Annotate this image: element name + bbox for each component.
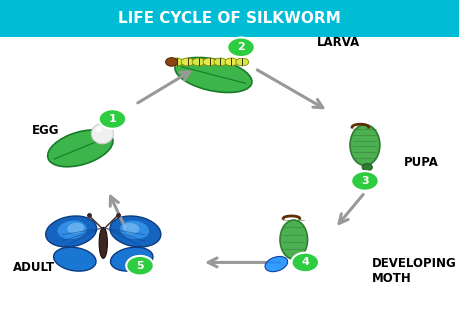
Text: LIFE CYCLE OF SILKWORM: LIFE CYCLE OF SILKWORM: [118, 11, 341, 26]
Bar: [0, 0, 459, 37]
Ellipse shape: [214, 58, 227, 66]
Text: 2: 2: [237, 42, 245, 52]
Ellipse shape: [280, 220, 308, 259]
Ellipse shape: [362, 164, 372, 171]
Ellipse shape: [95, 126, 102, 132]
Ellipse shape: [236, 58, 249, 66]
Ellipse shape: [181, 58, 194, 66]
Ellipse shape: [265, 257, 288, 272]
Ellipse shape: [170, 58, 183, 66]
Circle shape: [126, 256, 154, 275]
Ellipse shape: [122, 223, 139, 234]
Circle shape: [292, 253, 319, 272]
Ellipse shape: [57, 221, 87, 239]
Text: 3: 3: [361, 176, 369, 186]
Ellipse shape: [54, 247, 96, 271]
Ellipse shape: [46, 216, 97, 247]
Circle shape: [99, 109, 126, 129]
Text: PUPA: PUPA: [404, 156, 439, 170]
Text: 4: 4: [301, 258, 309, 267]
Circle shape: [227, 37, 255, 57]
Ellipse shape: [120, 221, 149, 239]
Ellipse shape: [192, 58, 205, 66]
Text: ADULT: ADULT: [13, 261, 55, 274]
Ellipse shape: [91, 124, 113, 144]
Ellipse shape: [175, 57, 252, 93]
Text: 5: 5: [136, 261, 144, 271]
Ellipse shape: [110, 216, 161, 247]
Ellipse shape: [99, 228, 108, 258]
Ellipse shape: [225, 58, 238, 66]
Text: EGG: EGG: [32, 124, 60, 137]
Ellipse shape: [203, 58, 216, 66]
Ellipse shape: [296, 258, 314, 270]
Ellipse shape: [350, 125, 380, 165]
Ellipse shape: [48, 130, 113, 167]
Ellipse shape: [67, 223, 84, 234]
Ellipse shape: [165, 58, 178, 66]
Text: LARVA: LARVA: [317, 36, 360, 49]
Ellipse shape: [110, 247, 153, 271]
Text: DEVELOPING
MOTH: DEVELOPING MOTH: [372, 257, 456, 285]
Text: 1: 1: [109, 114, 116, 124]
Circle shape: [351, 171, 379, 191]
